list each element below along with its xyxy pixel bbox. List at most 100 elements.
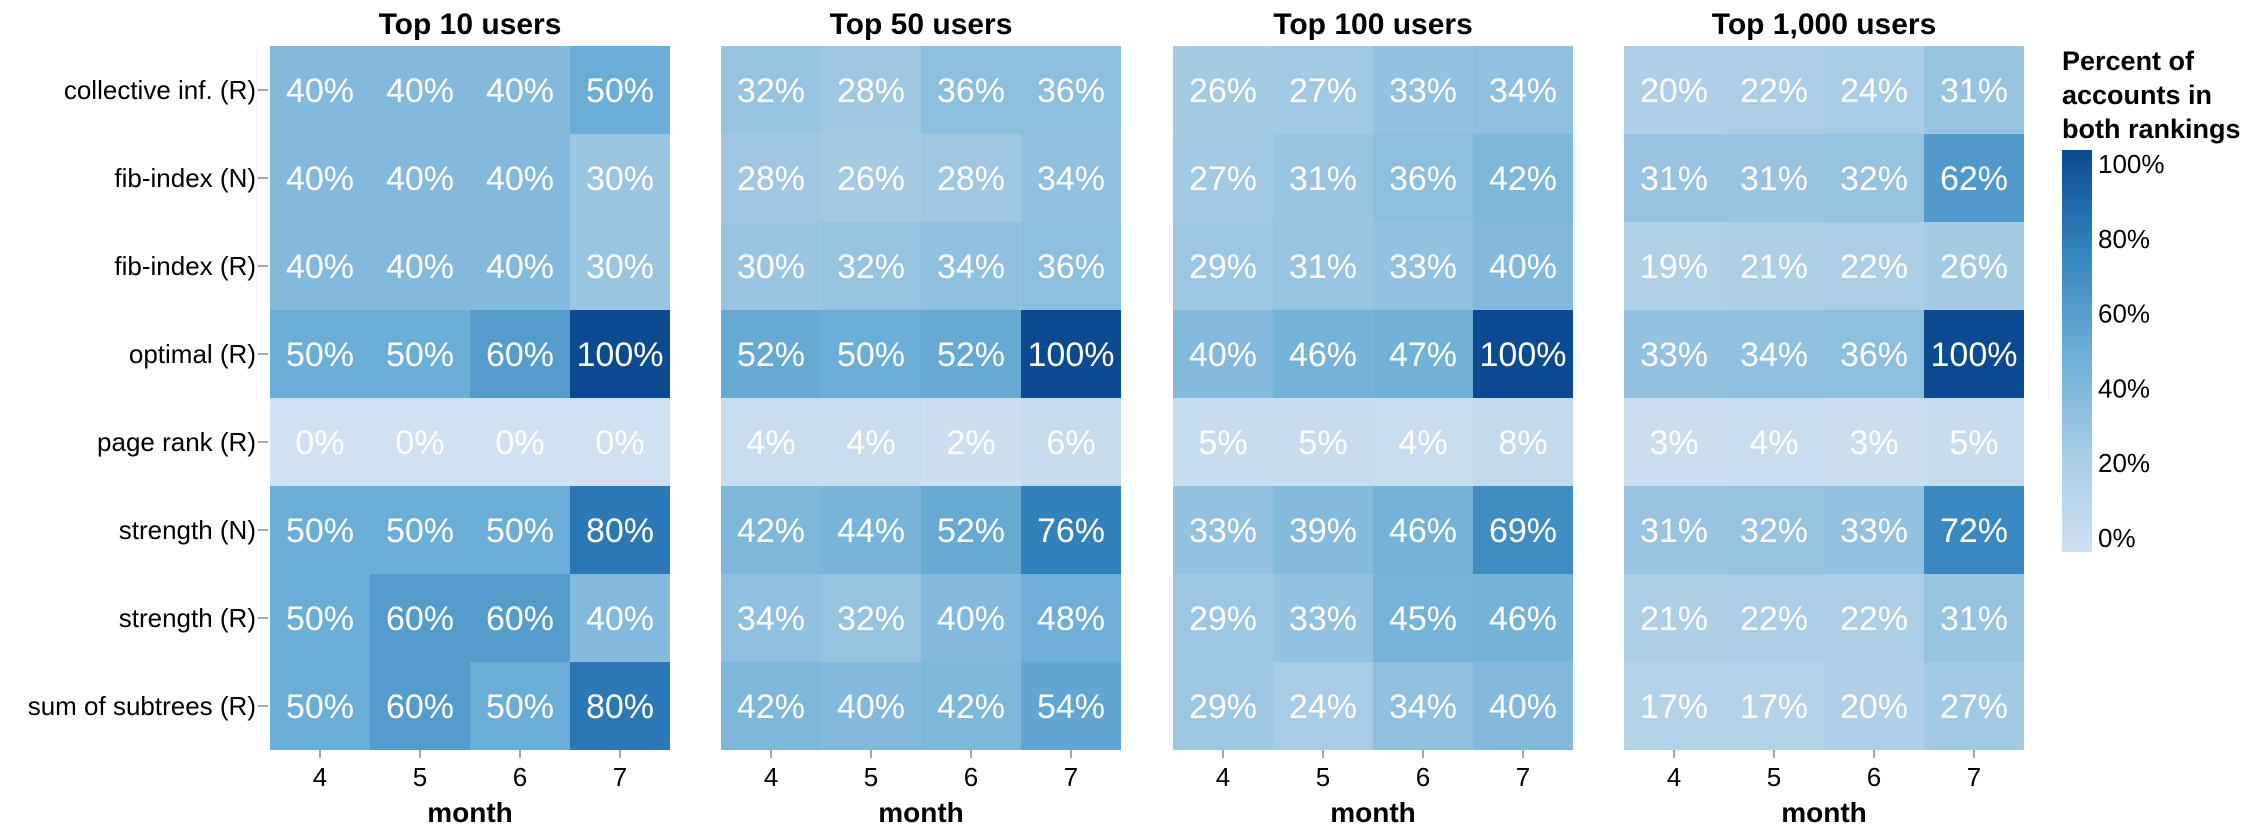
cell-value-label: 0%	[595, 424, 644, 462]
heatmap-cell	[470, 662, 570, 750]
heatmap-cell	[721, 574, 821, 662]
cell-value-label: 22%	[1740, 600, 1808, 638]
cell-value-label: 32%	[737, 72, 805, 110]
legend-title-line: Percent of	[2062, 46, 2195, 76]
cell-value-label: 80%	[586, 512, 654, 550]
legend-tick-label: 80%	[2098, 224, 2150, 254]
heatmap-cell	[1373, 310, 1473, 398]
cell-value-label: 34%	[1489, 72, 1557, 110]
cell-value-label: 0%	[495, 424, 544, 462]
cell-value-label: 2%	[946, 424, 995, 462]
heatmap-cell	[270, 574, 370, 662]
cell-value-label: 69%	[1489, 512, 1557, 550]
cell-value-label: 27%	[1940, 688, 2008, 726]
y-tick-label: strength (N)	[119, 515, 256, 545]
heatmap-cell	[1173, 310, 1273, 398]
heatmap-cell	[570, 398, 670, 486]
cell-value-label: 72%	[1940, 512, 2008, 550]
cell-value-label: 5%	[1198, 424, 1247, 462]
heatmap-cell	[1173, 46, 1273, 134]
heatmap-cell	[721, 398, 821, 486]
x-tick-label: 6	[964, 762, 978, 792]
heatmap-cell	[370, 46, 470, 134]
cell-value-label: 42%	[737, 512, 805, 550]
heatmap-cell	[270, 398, 370, 486]
heatmap-cell	[1021, 486, 1121, 574]
x-tick-label: 7	[1516, 762, 1530, 792]
cell-value-label: 50%	[286, 688, 354, 726]
heatmap-cell	[1924, 398, 2024, 486]
heatmap-cell	[570, 662, 670, 750]
cell-value-label: 22%	[1840, 248, 1908, 286]
cell-value-label: 33%	[1289, 600, 1357, 638]
heatmap-cell	[1273, 574, 1373, 662]
heatmap-cell	[1924, 222, 2024, 310]
heatmap-cell	[1173, 134, 1273, 222]
heatmap-cell	[1273, 134, 1373, 222]
heatmap-cell	[1724, 486, 1824, 574]
cell-value-label: 62%	[1940, 160, 2008, 198]
cell-value-label: 29%	[1189, 688, 1257, 726]
heatmap-cell	[1924, 662, 2024, 750]
cell-value-label: 0%	[295, 424, 344, 462]
x-tick-label: 7	[1967, 762, 1981, 792]
cell-value-label: 48%	[1037, 600, 1105, 638]
heatmap-cell	[1473, 662, 1573, 750]
heatmap-cell	[1624, 486, 1724, 574]
x-tick-label: 5	[864, 762, 878, 792]
row-labels: collective inf. (R) fib-index (N) fib-inde…	[28, 75, 268, 721]
heatmap-cell	[821, 398, 921, 486]
cell-value-label: 32%	[837, 248, 905, 286]
heatmap-cell	[921, 222, 1021, 310]
heatmap-cell	[1724, 222, 1824, 310]
cell-value-label: 31%	[1940, 72, 2008, 110]
heatmap-cell	[270, 222, 370, 310]
heatmap-cell	[1021, 222, 1121, 310]
x-tick-label: 4	[1667, 762, 1681, 792]
heatmap-cell	[1824, 662, 1924, 750]
heatmap-cell	[1373, 486, 1473, 574]
heatmap-cell	[1021, 134, 1121, 222]
y-tick-label: optimal (R)	[129, 339, 256, 369]
heatmap-cell	[1824, 310, 1924, 398]
cell-value-label: 40%	[837, 688, 905, 726]
heatmap-cell	[1273, 486, 1373, 574]
heatmap-cell	[921, 574, 1021, 662]
cell-value-label: 42%	[937, 688, 1005, 726]
heatmap-cell	[1724, 46, 1824, 134]
heatmap-cell	[470, 574, 570, 662]
cell-value-label: 60%	[386, 600, 454, 638]
x-axis-title: month	[427, 797, 513, 828]
heatmap-cell	[370, 486, 470, 574]
cell-value-label: 20%	[1640, 72, 1708, 110]
heatmap-cell	[721, 46, 821, 134]
cell-value-label: 40%	[937, 600, 1005, 638]
cell-value-label: 4%	[846, 424, 895, 462]
cell-value-label: 60%	[386, 688, 454, 726]
heatmap-cell	[370, 134, 470, 222]
heatmap-cell	[1724, 574, 1824, 662]
heatmap-cell	[821, 46, 921, 134]
cell-value-label: 33%	[1640, 336, 1708, 374]
cell-value-label: 6%	[1046, 424, 1095, 462]
x-tick-label: 7	[613, 762, 627, 792]
heatmap-cell	[1473, 46, 1573, 134]
heatmap-cell	[1021, 662, 1121, 750]
cell-value-label: 47%	[1389, 336, 1457, 374]
cell-value-label: 40%	[486, 248, 554, 286]
heatmap-cell	[370, 398, 470, 486]
cell-value-label: 42%	[1489, 160, 1557, 198]
heatmap-cell	[1924, 46, 2024, 134]
cell-value-label: 36%	[1037, 72, 1105, 110]
cell-value-label: 46%	[1389, 512, 1457, 550]
legend-tick-label: 40%	[2098, 373, 2150, 403]
cell-value-label: 4%	[1749, 424, 1798, 462]
cell-value-label: 50%	[837, 336, 905, 374]
heatmap-cell	[370, 662, 470, 750]
heatmap-cell	[921, 662, 1021, 750]
x-tick-label: 6	[1416, 762, 1430, 792]
cell-value-label: 44%	[837, 512, 905, 550]
panel-title: Top 10 users	[379, 8, 562, 41]
cell-value-label: 40%	[386, 160, 454, 198]
cell-value-label: 40%	[1489, 688, 1557, 726]
